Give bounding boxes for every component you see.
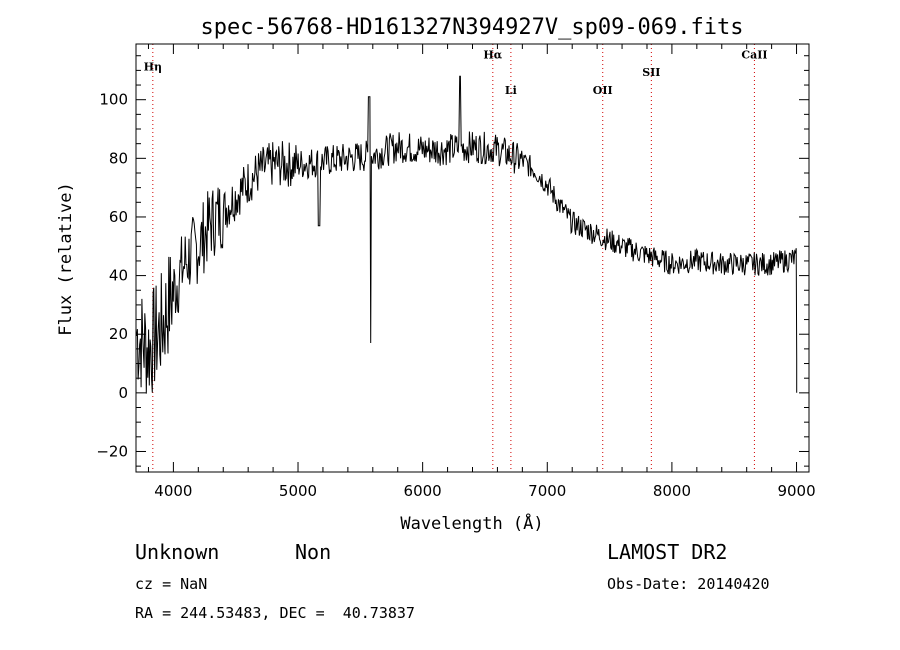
y-tick-label: 60	[109, 208, 128, 226]
obs-date-label: Obs-Date: 20140420	[607, 575, 770, 593]
y-tick-label: 80	[109, 149, 128, 167]
y-tick-label: 40	[109, 267, 128, 285]
x-tick-label: 9000	[777, 482, 815, 500]
y-axis-label: Flux (relative)	[56, 182, 76, 336]
spectrum-series	[136, 75, 798, 394]
redshift-label: cz = NaN	[135, 575, 208, 593]
spectral-line-label: Li	[505, 84, 517, 97]
x-tick-label: 8000	[653, 482, 691, 500]
coordinates-label: RA = 244.53483, DEC = 40.73837	[135, 604, 415, 622]
spectral-line-label: SII	[642, 66, 660, 79]
y-tick-label: 20	[109, 325, 128, 343]
spectral-line-label: Hη	[144, 60, 162, 73]
chart-title: spec-56768-HD161327N394927V_sp09-069.fit…	[200, 15, 743, 40]
x-axis-label: Wavelength (Å)	[400, 512, 543, 534]
y-tick-label: −20	[96, 442, 128, 460]
class-label: Unknown	[135, 540, 220, 564]
spectral-line-label: CaII	[741, 49, 767, 62]
survey-label: LAMOST DR2	[607, 540, 728, 564]
x-tick-label: 6000	[404, 482, 442, 500]
x-tick-label: 4000	[154, 482, 192, 500]
x-tick-label: 5000	[279, 482, 317, 500]
y-tick-label: 100	[99, 91, 128, 109]
subclass-label: Non	[295, 540, 332, 564]
y-tick-label: 0	[118, 384, 128, 402]
plot-frame	[135, 43, 810, 473]
plot-area: Hη Hα Li OII SII CaII 4000 5000 6000 7000 8000 9000…	[96, 43, 816, 500]
spectral-line-label: Hα	[483, 49, 502, 62]
spectral-line-label: OII	[593, 84, 613, 97]
x-tick-label: 7000	[528, 482, 566, 500]
